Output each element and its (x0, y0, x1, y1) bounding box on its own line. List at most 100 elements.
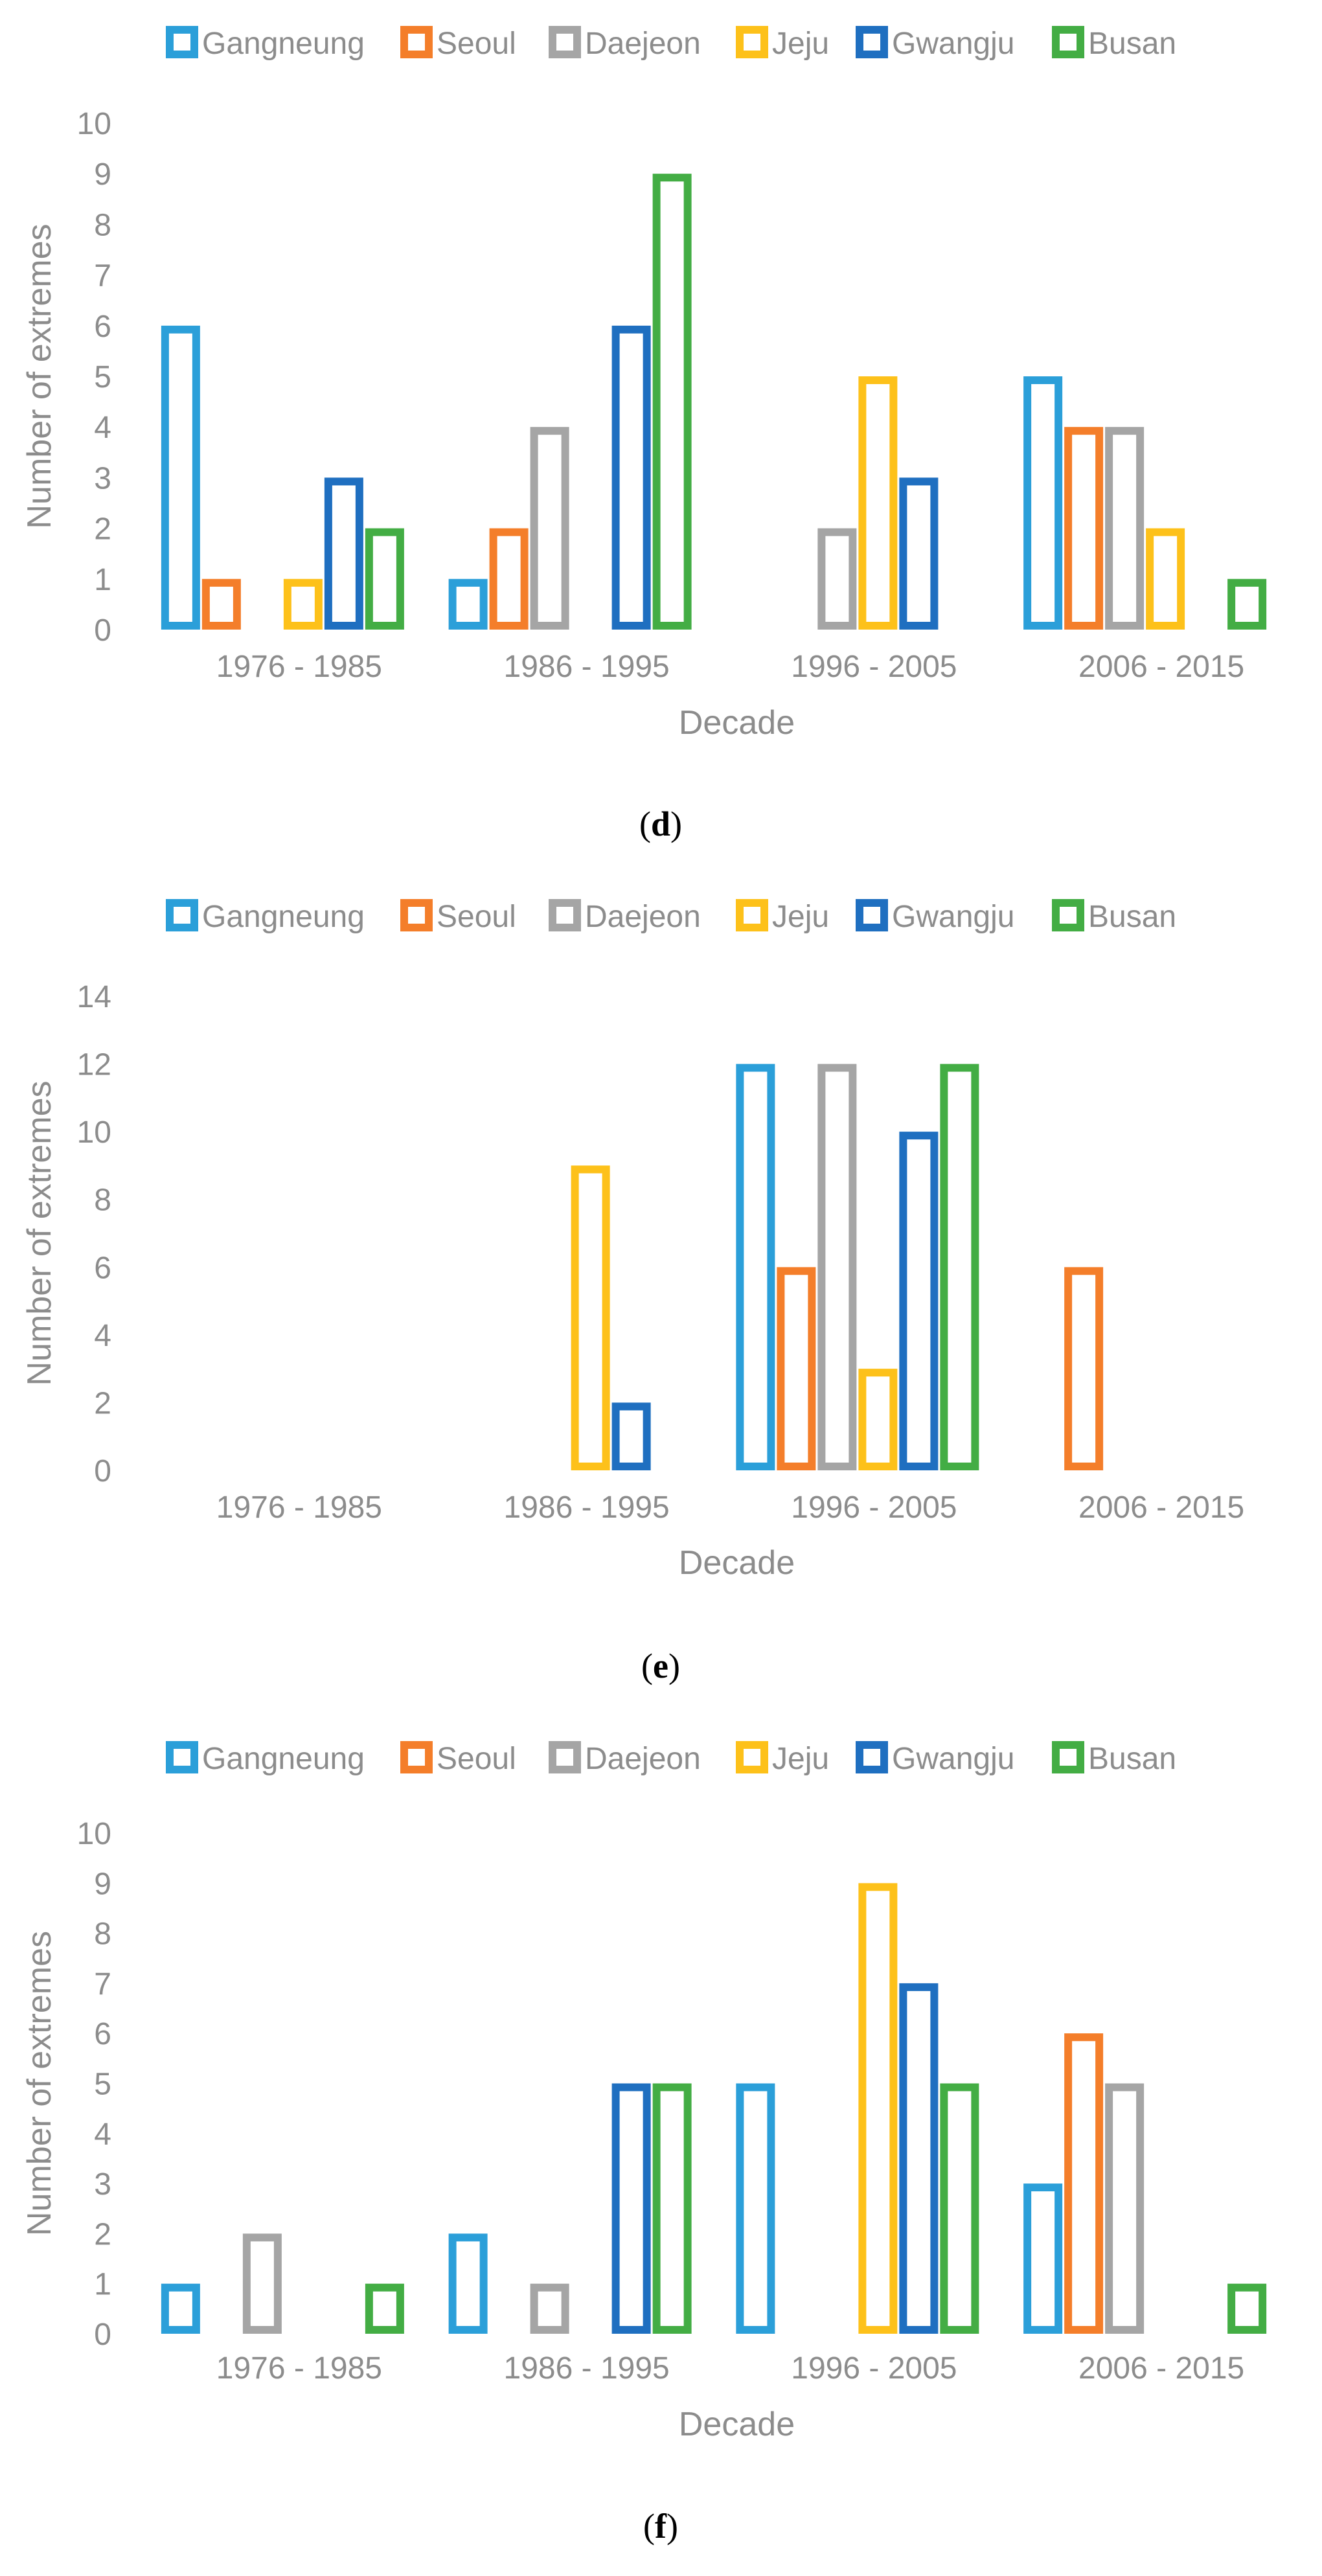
bar-daejeon-1986-1995 (530, 427, 569, 630)
x-tick-label: 1996 - 2005 (791, 650, 957, 684)
legend-item-busan: Busan (1052, 899, 1176, 934)
bar-jeju-2006-2015 (1146, 528, 1185, 630)
y-tick-label: 6 (94, 1251, 111, 1285)
legend-swatch-jeju (736, 1741, 768, 1773)
bar-gangneung-2006-2015 (1023, 376, 1063, 630)
chart-panel-e: Gangneung Seoul Daejeon Jeju Gwangju Busan 0 2 4… (21, 899, 1244, 1685)
bar-gangneung-1976-1985 (161, 325, 200, 630)
legend-item-gwangju: Gwangju (856, 1741, 1014, 1776)
y-tick-label: 8 (94, 208, 111, 242)
y-tick-label: 0 (94, 2318, 111, 2352)
y-tick-label: 12 (77, 1048, 111, 1082)
bar-jeju-1996-2005 (858, 376, 898, 630)
caption-letter: d (651, 804, 670, 843)
legend-label: Jeju (772, 1742, 829, 1776)
bar-gangneung-1986-1995 (448, 2233, 488, 2334)
y-tick-label: 10 (77, 107, 111, 141)
x-axis: 1976 - 1985 1986 - 1995 1996 - 2005 2006 - … (216, 1490, 1244, 1525)
y-tick-label: 4 (94, 411, 111, 445)
legend-swatch-gwangju (856, 899, 888, 931)
legend-label: Busan (1088, 900, 1176, 934)
bar-gangneung-1996-2005 (736, 2083, 775, 2334)
y-axis: 0 1 2 3 4 5 6 7 8 9 10 (77, 107, 111, 648)
bar-gwangju-1986-1995 (611, 325, 651, 630)
x-tick-label: 2006 - 2015 (1078, 1490, 1244, 1525)
legend-label: Jeju (772, 27, 829, 61)
legend-swatch-gwangju (856, 1741, 888, 1773)
bar-daejeon-1986-1995 (530, 2283, 569, 2334)
bars (571, 1064, 1104, 1471)
legend-label: Gwangju (892, 900, 1014, 934)
bar-seoul-2006-2015 (1064, 1267, 1104, 1471)
legend-label: Seoul (437, 1742, 516, 1776)
y-tick-label: 3 (94, 2167, 111, 2202)
bar-gangneung-2006-2015 (1023, 2183, 1063, 2334)
legend-item-seoul: Seoul (400, 26, 516, 61)
y-tick-label: 8 (94, 1183, 111, 1218)
y-axis-title: Number of extremes (21, 1080, 58, 1385)
y-tick-label: 7 (94, 1967, 111, 2001)
x-axis: 1976 - 1985 1986 - 1995 1996 - 2005 2006 - … (216, 2351, 1244, 2386)
y-tick-label: 10 (77, 1115, 111, 1150)
bar-daejeon-1976-1985 (242, 2233, 282, 2334)
bar-busan-1986-1995 (652, 2083, 692, 2334)
bar-jeju-1976-1985 (283, 578, 323, 630)
x-axis-title: Decade (679, 1544, 795, 1582)
bars (161, 174, 1267, 630)
caption-open-paren: ( (641, 1647, 653, 1685)
legend-item-jeju: Jeju (736, 26, 829, 61)
x-tick-label: 1976 - 1985 (216, 650, 382, 684)
x-tick-label: 2006 - 2015 (1078, 2351, 1244, 2386)
y-tick-label: 2 (94, 1386, 111, 1420)
legend-swatch-jeju (736, 899, 768, 931)
caption-open-paren: ( (639, 804, 651, 843)
bar-gwangju-1996-2005 (899, 1132, 939, 1470)
legend-swatch-gangneung (166, 899, 198, 931)
bar-seoul-2006-2015 (1064, 427, 1104, 630)
x-tick-label: 1976 - 1985 (216, 2351, 382, 2386)
x-tick-label: 1996 - 2005 (791, 2351, 957, 2386)
bar-seoul-1996-2005 (777, 1267, 816, 1471)
legend-item-jeju: Jeju (736, 1741, 829, 1776)
y-tick-label: 10 (77, 1817, 111, 1851)
bar-busan-1986-1995 (652, 174, 692, 630)
x-tick-label: 1986 - 1995 (504, 1490, 670, 1525)
bar-busan-1976-1985 (365, 2283, 404, 2334)
y-tick-label: 4 (94, 2117, 111, 2152)
legend-swatch-daejeon (549, 26, 581, 58)
y-tick-label: 4 (94, 1319, 111, 1353)
y-tick-label: 6 (94, 2017, 111, 2051)
legend-item-seoul: Seoul (400, 899, 516, 934)
bar-gangneung-1996-2005 (736, 1064, 775, 1470)
legend-item-gangneung: Gangneung (166, 899, 365, 934)
bar-busan-1976-1985 (365, 528, 404, 630)
legend-item-busan: Busan (1052, 1741, 1176, 1776)
legend-item-gwangju: Gwangju (856, 899, 1014, 934)
chart-panel-d: Gangneung Seoul Daejeon Jeju Gwangju Busan 0 1 2… (21, 26, 1267, 843)
chart-panel-f: Gangneung Seoul Daejeon Jeju Gwangju Busan 0 1 2… (21, 1741, 1267, 2546)
legend: Gangneung Seoul Daejeon Jeju Gwangju Busan (166, 26, 1176, 61)
bar-gwangju-1996-2005 (899, 477, 939, 630)
bar-daejeon-2006-2015 (1105, 2083, 1145, 2334)
y-axis-title: Number of extremes (21, 223, 58, 529)
legend-swatch-seoul (400, 1741, 433, 1773)
y-tick-label: 0 (94, 1454, 111, 1488)
legend-swatch-gwangju (856, 26, 888, 58)
x-tick-label: 2006 - 2015 (1078, 650, 1244, 684)
x-tick-label: 1986 - 1995 (504, 650, 670, 684)
legend-item-daejeon: Daejeon (549, 26, 701, 61)
legend-label: Gangneung (202, 27, 365, 61)
bar-daejeon-2006-2015 (1105, 427, 1145, 630)
legend-swatch-busan (1052, 1741, 1084, 1773)
y-tick-label: 9 (94, 1867, 111, 1901)
panel-caption: (e) (641, 1647, 680, 1685)
y-axis-title: Number of extremes (21, 1931, 58, 2236)
legend-label: Gangneung (202, 1742, 365, 1776)
legend-item-gwangju: Gwangju (856, 26, 1014, 61)
legend-label: Seoul (437, 900, 516, 934)
legend-swatch-busan (1052, 26, 1084, 58)
y-tick-label: 5 (94, 2068, 111, 2102)
bar-busan-1996-2005 (940, 1064, 979, 1470)
bar-jeju-1996-2005 (858, 1883, 898, 2334)
